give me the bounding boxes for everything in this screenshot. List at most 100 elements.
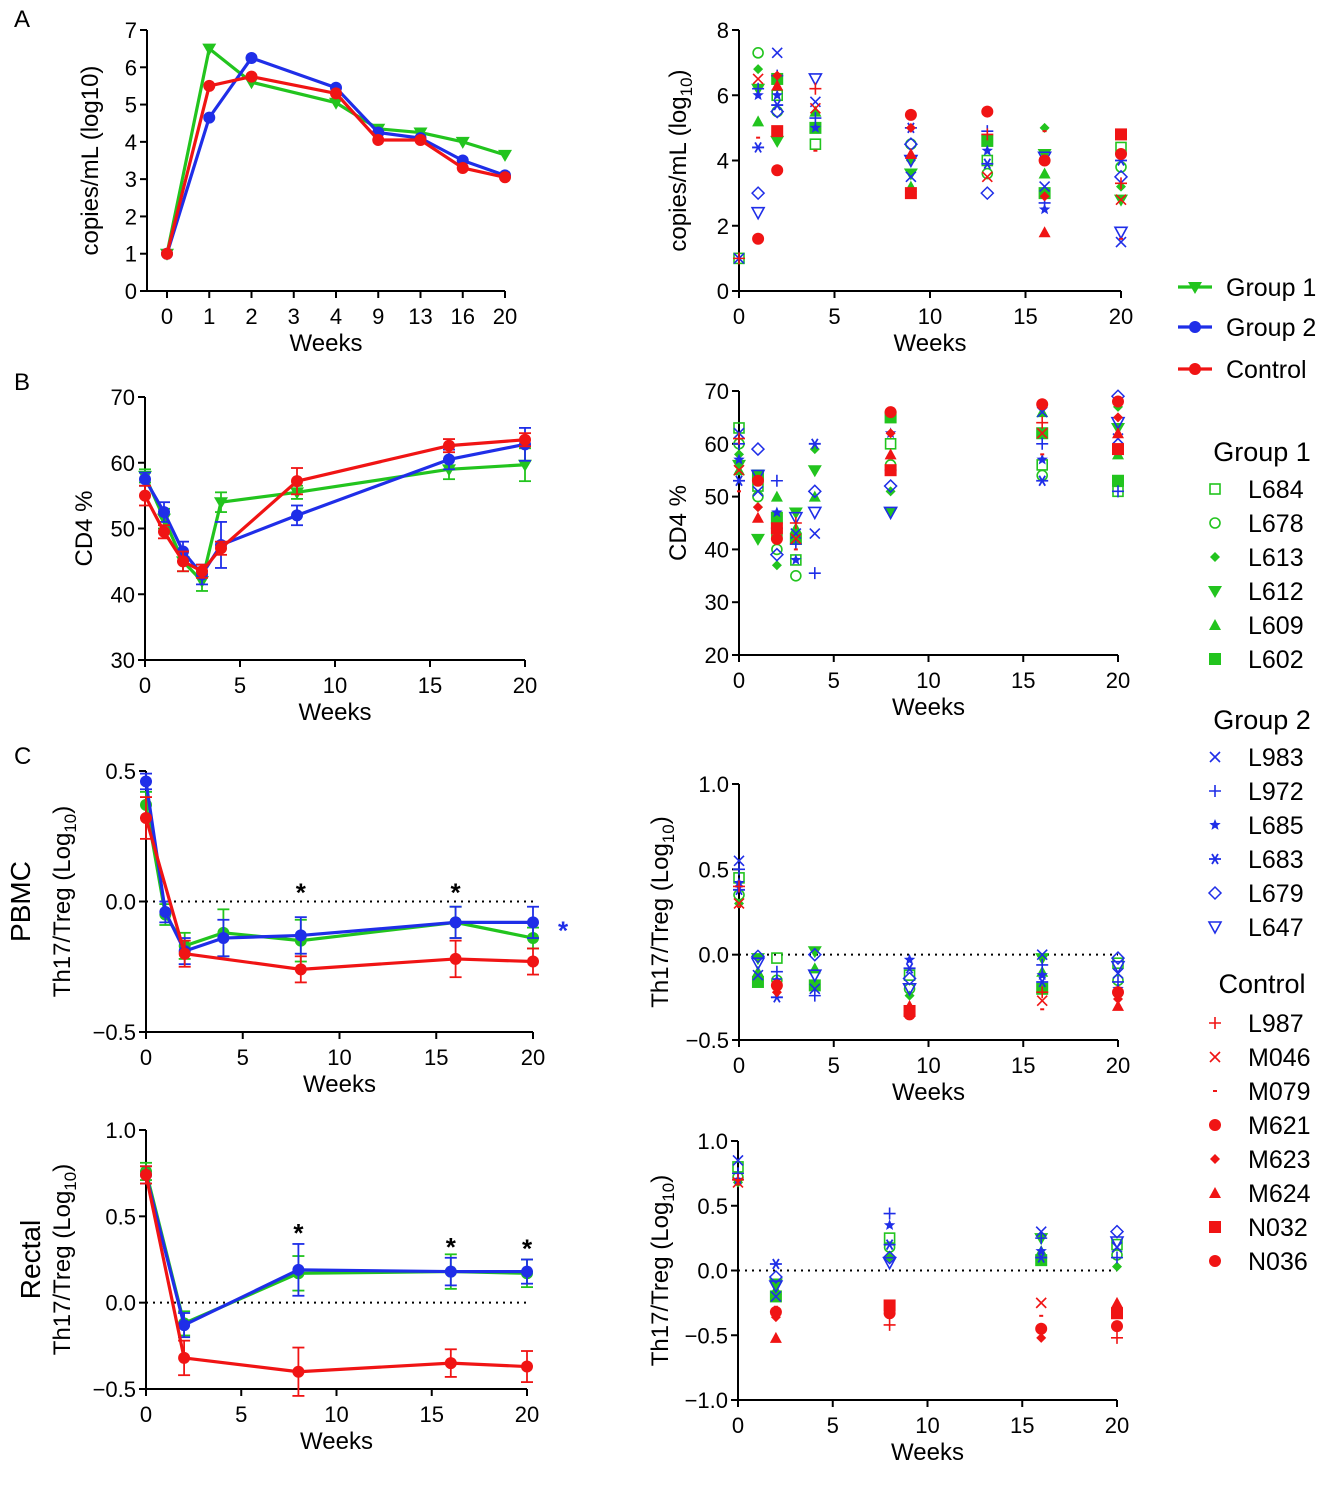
y-tick-label: −0.5 (93, 1377, 136, 1402)
y-tick-label: −0.5 (93, 1020, 136, 1045)
animal-legend: Group 1 L684 L678 L613 L612 L609 L602 Group 2 L9… (1207, 437, 1311, 1276)
data-point (1112, 986, 1124, 999)
x-tick-label: 0 (140, 1045, 152, 1070)
data-point (1036, 427, 1048, 439)
data-point (981, 105, 994, 118)
data-point (203, 111, 216, 124)
series-control (732, 1173, 1123, 1344)
panel-label-A: A (14, 6, 30, 33)
y-tick-label: 0.0 (105, 1291, 136, 1316)
y-label-part: ) (647, 816, 674, 824)
data-point (752, 490, 764, 503)
legend-animal-label: M046 (1248, 1044, 1311, 1072)
data-point (1115, 128, 1127, 141)
data-point (733, 855, 745, 867)
data-point (1039, 181, 1051, 193)
data-point (808, 567, 821, 580)
series-group2 (139, 427, 531, 586)
data-point (1036, 416, 1049, 429)
series-line (143, 442, 526, 577)
series-line (165, 56, 506, 255)
series-control (733, 880, 1124, 1021)
y-axis-label: Th17/Treg (Log10) (647, 1175, 678, 1366)
x-axis-label: Weeks (892, 694, 965, 721)
y-tick-label: 40 (111, 582, 135, 607)
data-point (751, 965, 764, 977)
x-tick-label: 5 (827, 1413, 839, 1438)
data-point (245, 70, 258, 83)
data-point (981, 171, 993, 183)
x-axis-label: Weeks (303, 1071, 376, 1098)
y-tick-label: −0.5 (685, 1323, 728, 1348)
legend-animal-label: L685 (1248, 812, 1304, 840)
data-point (809, 444, 820, 455)
data-point (159, 905, 172, 918)
data-point (443, 453, 455, 466)
y-tick-label: 1 (125, 242, 137, 267)
data-point (883, 1318, 896, 1331)
data-point (732, 1173, 744, 1186)
data-point (1036, 995, 1048, 1007)
x-tick-label: 0 (733, 304, 745, 329)
data-point (770, 135, 785, 148)
data-point (981, 128, 994, 141)
y-tick-label: 1.0 (697, 1129, 728, 1154)
data-point (329, 97, 343, 110)
x-tick-label: 0 (733, 668, 745, 693)
data-point (809, 527, 821, 540)
data-point (752, 502, 763, 513)
data-point (158, 506, 170, 519)
data-point (1036, 475, 1049, 487)
x-tick-label: 20 (1109, 304, 1133, 329)
legend-animal: M623 (1210, 1146, 1311, 1174)
legend-animal-label: N036 (1248, 1248, 1308, 1276)
data-point (768, 1280, 784, 1294)
legend-animal-label: L983 (1248, 744, 1304, 772)
data-point (884, 464, 897, 477)
data-point (1038, 167, 1051, 179)
data-point (140, 811, 152, 824)
data-point (750, 442, 766, 457)
data-point (292, 1365, 305, 1378)
data-point (885, 428, 896, 439)
x-tick-label: 5 (828, 1053, 840, 1078)
data-point (733, 880, 745, 893)
x-tick-label: 10 (915, 1413, 939, 1438)
legend-animal-marker (1209, 1051, 1221, 1063)
x-tick-label: 20 (513, 673, 537, 698)
y-axis-label: Th17/Treg (Log10) (49, 1164, 80, 1355)
data-point (292, 1263, 305, 1276)
y-tick-label: 0.0 (697, 1259, 728, 1284)
data-point (527, 955, 539, 968)
y-tick-label: 8 (717, 18, 729, 43)
data-point (1112, 474, 1124, 487)
y-tick-label: 0.0 (105, 890, 136, 915)
data-point (807, 947, 822, 962)
x-tick-label: 5 (237, 1045, 249, 1070)
y-tick-label: 0 (125, 279, 137, 304)
y-axis-label: Th17/Treg (Log10) (49, 806, 80, 997)
data-point (140, 1168, 152, 1181)
data-point (882, 1256, 897, 1271)
data-point (808, 438, 821, 450)
legend-marker (1189, 363, 1201, 375)
y-tick-label: 0.5 (105, 1204, 136, 1229)
legend-animal-label: M079 (1248, 1078, 1311, 1106)
legend-animal-marker (1209, 751, 1221, 763)
y-label-part: ) (49, 1164, 76, 1172)
data-point (771, 560, 782, 571)
legend-animal: M621 (1209, 1112, 1311, 1140)
data-point (770, 490, 783, 502)
data-point (752, 141, 765, 153)
series-control (140, 1165, 533, 1397)
data-point (752, 47, 764, 59)
series-line (144, 1171, 528, 1325)
data-point (883, 478, 898, 494)
legend-animal: L972 (1209, 778, 1304, 806)
y-tick-label: 40 (705, 537, 729, 562)
data-point (1036, 958, 1049, 971)
legend-animal: L609 (1209, 612, 1304, 640)
data-point (807, 465, 822, 478)
data-point (1036, 1332, 1047, 1343)
